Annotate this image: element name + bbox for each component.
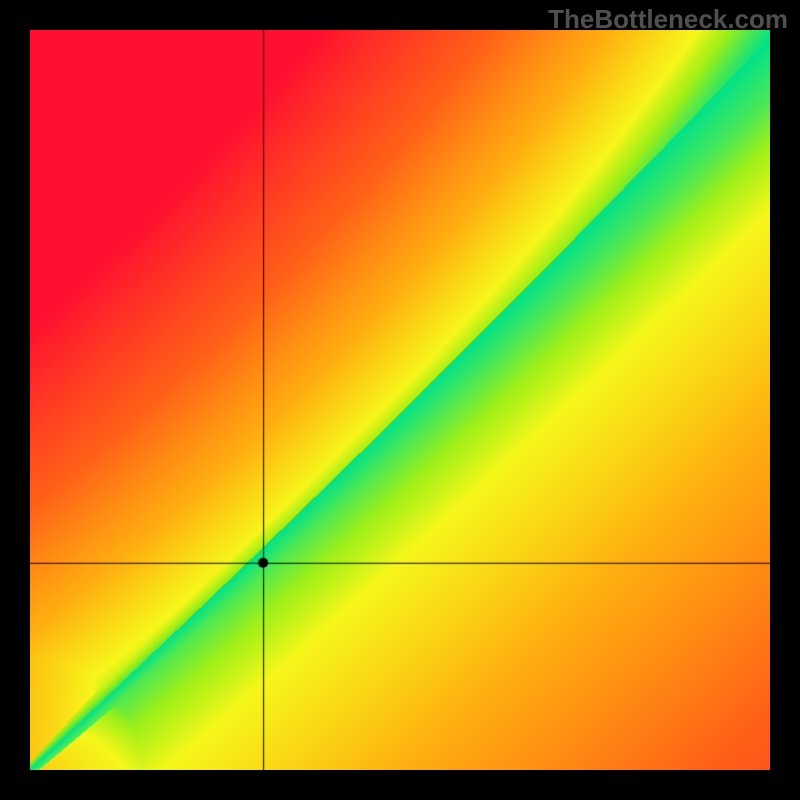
- watermark-text: TheBottleneck.com: [548, 4, 788, 35]
- heatmap-canvas: [30, 30, 770, 770]
- bottleneck-heatmap: [30, 30, 770, 770]
